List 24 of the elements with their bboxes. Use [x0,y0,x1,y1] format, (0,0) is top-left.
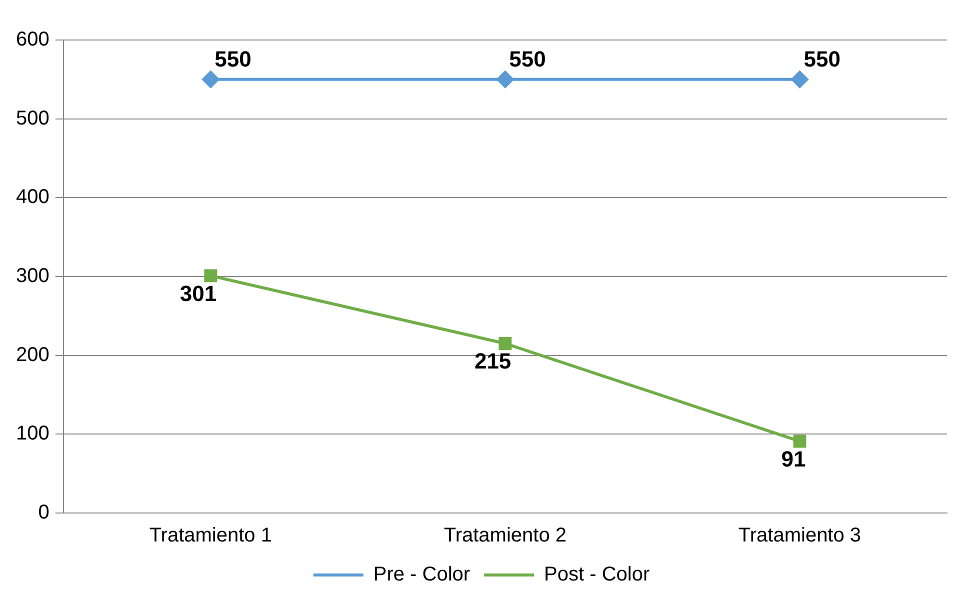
data-label: 301 [180,280,217,306]
point [791,70,808,88]
x-tick-label: Tratamiento 3 [738,524,862,547]
data-label: 550 [804,46,840,72]
y-tick-label: 400 [16,186,50,208]
x-tick-label: Tratamiento 1 [149,524,272,547]
point [204,269,218,282]
x-tick-label: Tratamiento 2 [444,524,567,547]
data-label: 550 [214,46,252,72]
y-tick-label: 600 [16,28,50,51]
data-label: 215 [474,348,512,374]
legend-label: Pre - Color [373,564,470,586]
y-tick-label: 500 [16,107,50,130]
point [793,434,806,448]
y-tick-label: 300 [16,265,50,288]
data-label: 91 [781,446,806,472]
point [498,337,512,350]
y-tick-label: 100 [16,422,50,445]
point [496,70,514,88]
point [202,70,220,88]
y-tick-label: 0 [38,502,50,524]
legend-label: Post - Color [544,564,650,586]
y-tick-label: 200 [16,344,50,366]
data-label: 550 [509,46,546,72]
